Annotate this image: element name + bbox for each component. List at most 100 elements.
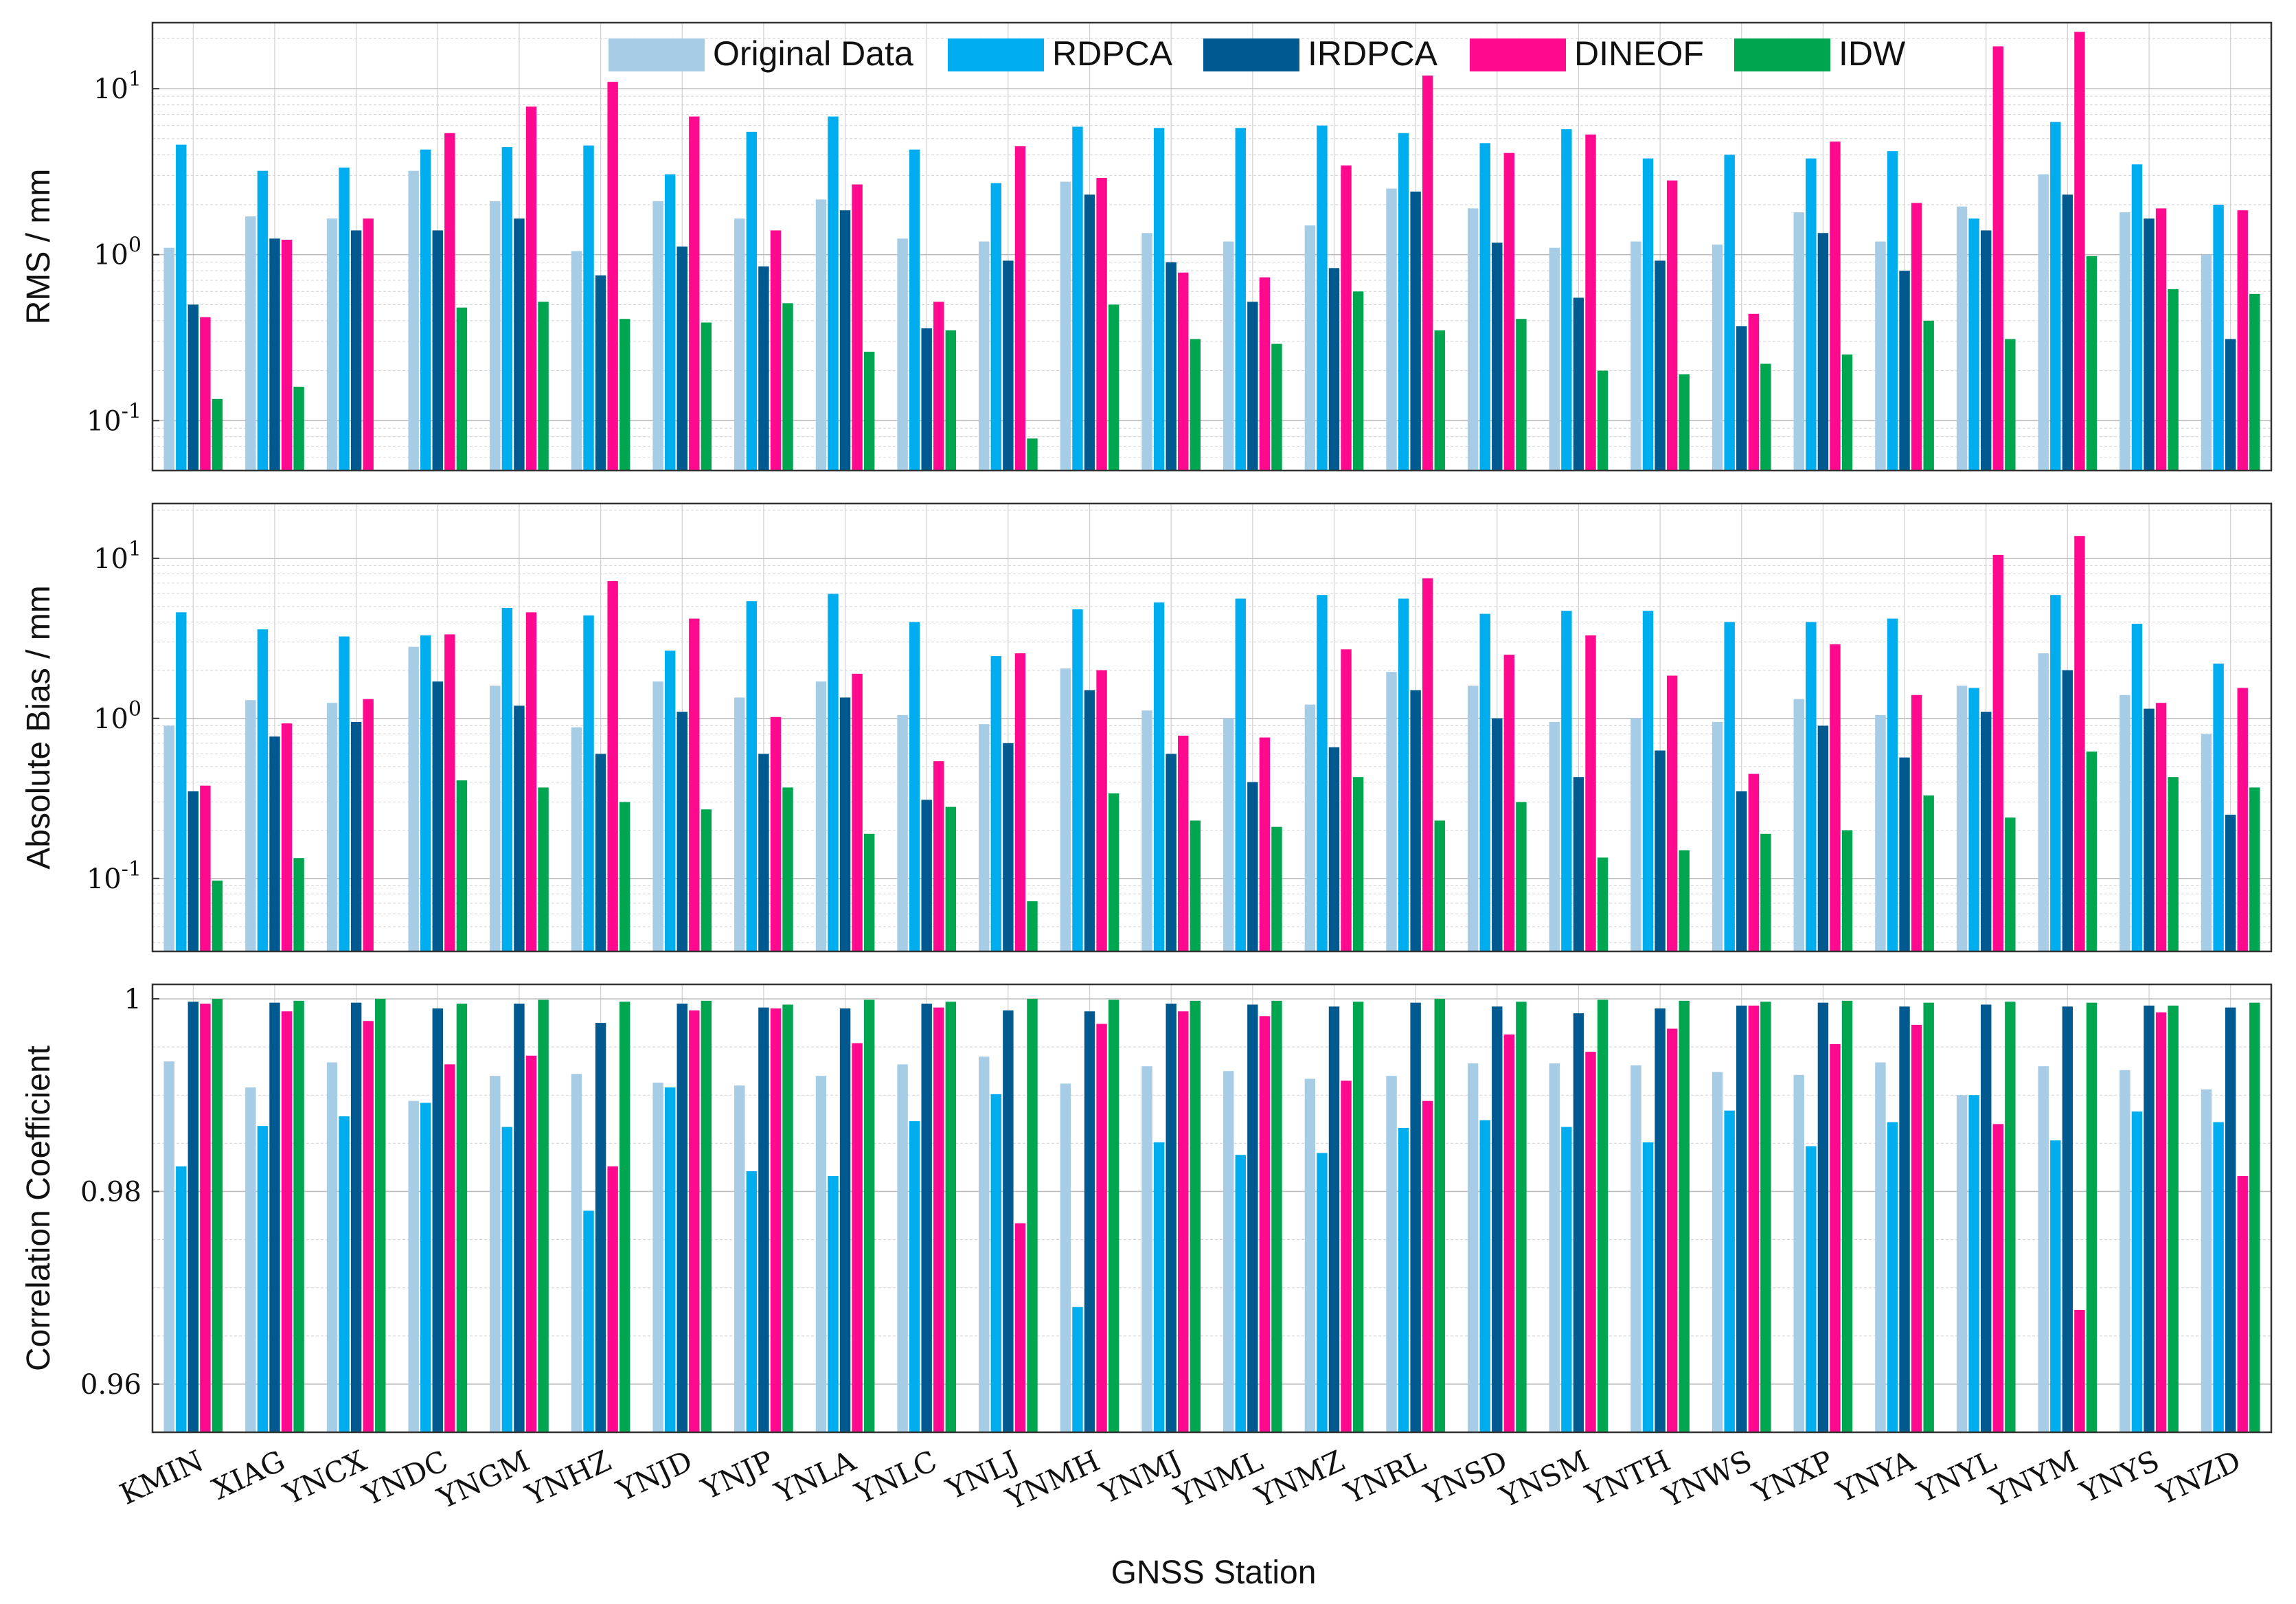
bar-rdpca-ynym xyxy=(2050,1140,2061,1432)
bar-rdpca-ynlc xyxy=(909,1121,920,1432)
bar-irdpca-ynlj xyxy=(1003,1010,1014,1432)
bar-original-data-ynlj xyxy=(979,1057,990,1432)
bar-dineof-yncx xyxy=(363,699,374,951)
bar-rdpca-ynmh xyxy=(1072,1307,1083,1432)
panel-frame xyxy=(151,21,2273,472)
bar-rdpca-yngm xyxy=(501,147,513,471)
x-tick-label-ynth: YNTH xyxy=(1580,1444,1676,1512)
bar-irdpca-ynyl xyxy=(1980,712,1992,951)
bar-irdpca-ynrl xyxy=(1410,191,1421,471)
bar-idw-ynmz xyxy=(1352,291,1364,471)
bar-rdpca-ynth xyxy=(1642,611,1654,951)
bar-idw-ynrl xyxy=(1434,330,1445,471)
bar-idw-ynsd xyxy=(1516,319,1527,471)
bar-rdpca-ynrl xyxy=(1398,133,1409,471)
bar-irdpca-ynrl xyxy=(1410,690,1421,951)
bar-idw-ynym xyxy=(2086,1002,2098,1432)
legend-label: IRDPCA xyxy=(1308,34,1438,73)
bar-dineof-ynml xyxy=(1259,277,1271,471)
bar-irdpca-ynmh xyxy=(1084,690,1095,951)
bar-idw-ynya xyxy=(1923,1002,1934,1432)
bar-idw-ynjp xyxy=(782,787,793,951)
bar-idw-ynjd xyxy=(701,809,712,951)
panel-1: 10-1 100 101 RMS / mm xyxy=(21,21,2273,472)
bar-irdpca-ynzd xyxy=(2225,1007,2236,1432)
bar-idw-ynxp xyxy=(1841,1000,1853,1432)
bar-idw-ynmh xyxy=(1108,793,1119,951)
legend-label: Original Data xyxy=(713,34,913,73)
bar-irdpca-ynhz xyxy=(595,754,606,951)
bar-irdpca-kmin xyxy=(187,791,199,951)
bar-rdpca-ynjp xyxy=(746,601,758,951)
bar-irdpca-ynjd xyxy=(677,1004,687,1432)
bar-idw-xiag xyxy=(293,386,304,471)
bar-irdpca-ynys xyxy=(2144,1005,2155,1432)
bar-rdpca-ynym xyxy=(2050,122,2061,471)
bar-irdpca-ynml xyxy=(1247,782,1258,951)
bar-original-data-ynzd xyxy=(2201,734,2212,951)
x-axis-title: GNSS Station xyxy=(1111,1555,1317,1591)
bar-rdpca-ynjd xyxy=(664,1087,676,1432)
bar-irdpca-ynym xyxy=(2062,670,2073,951)
bar-irdpca-ynxp xyxy=(1817,1002,1829,1432)
bar-original-data-ynya xyxy=(1875,714,1886,951)
bar-idw-ynsd xyxy=(1516,802,1527,951)
bar-irdpca-ynya xyxy=(1899,271,1910,471)
bar-idw-ynsm xyxy=(1597,857,1609,951)
bar-dineof-ynth xyxy=(1666,180,1678,471)
bar-dineof-ynmh xyxy=(1096,1024,1107,1432)
bar-original-data-ynsd xyxy=(1467,686,1479,951)
x-tick-label-xiag: XIAG xyxy=(207,1444,290,1506)
bar-original-data-ynla xyxy=(815,1076,827,1432)
bar-dineof-ynhz xyxy=(607,581,618,951)
bar-idw-ynla xyxy=(863,999,875,1432)
y-tick-label: 101 xyxy=(93,67,141,105)
bar-dineof-yncx xyxy=(363,218,374,471)
bar-idw-ynys xyxy=(2168,777,2179,951)
bar-rdpca-ynml xyxy=(1235,1155,1246,1432)
bar-rdpca-ynys xyxy=(2131,164,2143,471)
bar-original-data-ynyl xyxy=(1956,686,1968,951)
legend-swatch xyxy=(1734,38,1830,71)
bar-dineof-ynsm xyxy=(1585,134,1596,471)
x-tick-label-ynyl: YNYL xyxy=(1911,1444,2001,1510)
bar-dineof-ynws xyxy=(1748,773,1760,951)
bar-dineof-yndc xyxy=(444,133,455,471)
panel-3: 0.96 0.98 1 Correlation Coefficient xyxy=(21,983,2273,1434)
x-tick-label-ynsd: YNSD xyxy=(1418,1444,1512,1511)
bar-rdpca-yndc xyxy=(420,1103,431,1432)
bar-original-data-ynhz xyxy=(571,727,582,951)
bar-irdpca-ynjd xyxy=(677,246,687,471)
bar-irdpca-ynym xyxy=(2062,194,2073,471)
y-tick-label: 0.96 xyxy=(80,1369,141,1401)
bar-dineof-ynws xyxy=(1748,313,1760,471)
bar-irdpca-ynzd xyxy=(2225,339,2236,471)
bar-dineof-ynym xyxy=(2074,32,2085,471)
bar-irdpca-yngm xyxy=(514,218,525,471)
y-tick-label: 10-1 xyxy=(87,399,141,437)
bar-dineof-ynyl xyxy=(1992,554,2003,951)
bar-original-data-ynjd xyxy=(652,681,663,951)
bar-rdpca-ynxp xyxy=(1806,622,1817,951)
bar-irdpca-ynjp xyxy=(758,1007,769,1432)
bar-rdpca-ynsm xyxy=(1561,129,1572,471)
bar-original-data-ynjd xyxy=(652,1083,663,1432)
bar-irdpca-ynla xyxy=(839,1008,851,1432)
bar-idw-ynws xyxy=(1760,833,1771,951)
bar-rdpca-ynys xyxy=(2131,624,2143,951)
x-tick-label-ynjd: YNJD xyxy=(611,1444,698,1508)
bar-dineof-ynmj xyxy=(1178,272,1189,471)
bar-rdpca-ynws xyxy=(1724,622,1735,951)
x-tick-label-ynzd: YNZD xyxy=(2152,1444,2246,1512)
bar-original-data-xiag xyxy=(245,1087,256,1432)
bar-dineof-ynmz xyxy=(1341,649,1352,951)
bar-idw-xiag xyxy=(293,858,304,951)
bar-idw-ynzd xyxy=(2249,787,2260,951)
bar-idw-ynlj xyxy=(1027,438,1038,471)
bar-idw-yndc xyxy=(456,780,468,951)
bar-rdpca-ynsm xyxy=(1561,611,1572,951)
bar-idw-ynyl xyxy=(2005,1002,2016,1432)
bar-rdpca-ynml xyxy=(1235,128,1246,471)
bar-dineof-ynhz xyxy=(607,1166,618,1432)
bar-original-data-ynla xyxy=(815,199,827,471)
